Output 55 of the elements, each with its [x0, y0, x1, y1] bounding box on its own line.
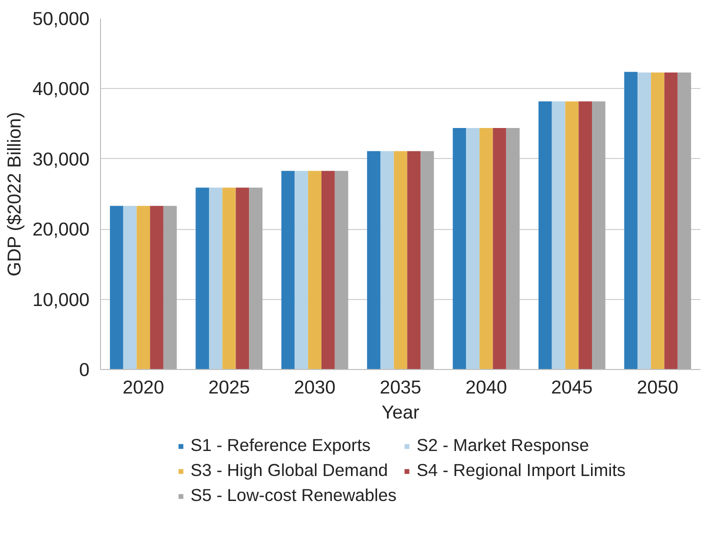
x-axis-title: Year: [382, 402, 420, 422]
bar: [150, 206, 164, 370]
legend-label: S4 - Regional Import Limits: [416, 460, 626, 481]
bar: [136, 206, 150, 370]
bar: [281, 170, 295, 370]
bar: [294, 170, 308, 370]
x-tick-label: 2050: [636, 376, 678, 398]
bar: [123, 206, 137, 370]
legend-label: S5 - Low-cost Renewables: [190, 485, 397, 506]
bar: [650, 72, 664, 370]
legend-label: S3 - High Global Demand: [190, 460, 389, 481]
x-tick-label: 2025: [208, 376, 250, 398]
y-tick-label: 30,000: [32, 148, 90, 170]
bar: [209, 188, 222, 370]
bar: [678, 72, 692, 370]
bar: [334, 170, 348, 370]
bar: [163, 206, 177, 370]
bar: [492, 128, 506, 370]
bar: [638, 72, 651, 370]
x-tick-label: 2040: [465, 376, 507, 398]
bar: [420, 151, 434, 370]
x-tick-label: 2030: [294, 376, 336, 398]
bar: [110, 206, 124, 370]
legend-label: S2 - Market Response: [416, 435, 590, 456]
x-tick-label: 2045: [551, 376, 593, 398]
bar: [592, 101, 606, 370]
bar: [452, 128, 466, 370]
bar: [565, 101, 579, 370]
bar: [367, 151, 380, 370]
bar: [249, 188, 262, 370]
y-tick-label: 10,000: [32, 288, 90, 310]
bar: [506, 128, 520, 370]
y-tick-label: 40,000: [32, 78, 90, 100]
bar: [664, 72, 678, 370]
x-tick-label: 2035: [380, 376, 422, 398]
y-tick-label: 0: [79, 359, 90, 380]
x-tick-label: 2020: [122, 376, 164, 398]
y-tick-label: 50,000: [32, 8, 90, 29]
bar: [466, 128, 480, 370]
bar: [480, 128, 493, 370]
bar: [321, 170, 335, 370]
bar: [552, 101, 566, 370]
bar: [380, 151, 394, 370]
bar: [236, 188, 250, 370]
bar: [308, 170, 322, 370]
bar: [196, 188, 210, 370]
legend-label: S1 - Reference Exports: [190, 435, 372, 456]
y-axis-title: GDP ($2022 Billion): [3, 112, 24, 276]
y-tick-label: 20,000: [32, 218, 90, 240]
bar: [624, 72, 638, 370]
bar: [222, 188, 236, 370]
bar: [538, 101, 552, 370]
bar: [394, 151, 408, 370]
bar: [578, 101, 592, 370]
bar: [407, 151, 421, 370]
